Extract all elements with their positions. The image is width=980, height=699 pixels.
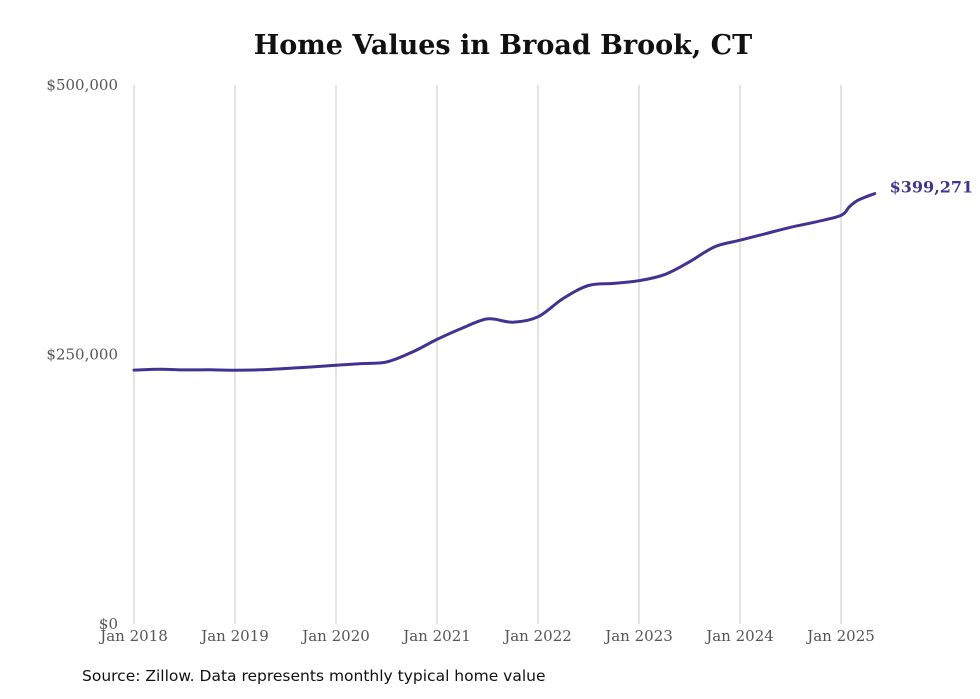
x-tick-label: Jan 2018 bbox=[98, 627, 168, 645]
source-note: Source: Zillow. Data represents monthly … bbox=[82, 667, 546, 685]
series-group bbox=[132, 192, 877, 372]
x-tick-label: Jan 2020 bbox=[300, 627, 370, 645]
x-tick-label: Jan 2021 bbox=[401, 627, 471, 645]
annotation-group: $399,271 bbox=[890, 178, 974, 197]
x-tick-label: Jan 2019 bbox=[199, 627, 269, 645]
x-axis: Jan 2018 Jan 2019 Jan 2020 Jan 2021 Jan 2022… bbox=[98, 627, 875, 645]
x-tick-label: Jan 2025 bbox=[805, 627, 875, 645]
x-tick-label: Jan 2022 bbox=[502, 627, 572, 645]
x-tick-label: Jan 2023 bbox=[603, 627, 673, 645]
y-tick-label: $250,000 bbox=[46, 346, 118, 364]
end-value-label: $399,271 bbox=[890, 178, 974, 197]
y-axis: $0 $250,000 $500,000 bbox=[46, 76, 118, 633]
x-tick-label: Jan 2024 bbox=[704, 627, 774, 645]
y-tick-label: $500,000 bbox=[46, 76, 118, 94]
chart-title: Home Values in Broad Brook, CT bbox=[253, 30, 753, 61]
y-tick-label: $0 bbox=[99, 615, 118, 633]
series-line-home-value bbox=[132, 192, 877, 372]
chart-grid bbox=[133, 85, 842, 624]
